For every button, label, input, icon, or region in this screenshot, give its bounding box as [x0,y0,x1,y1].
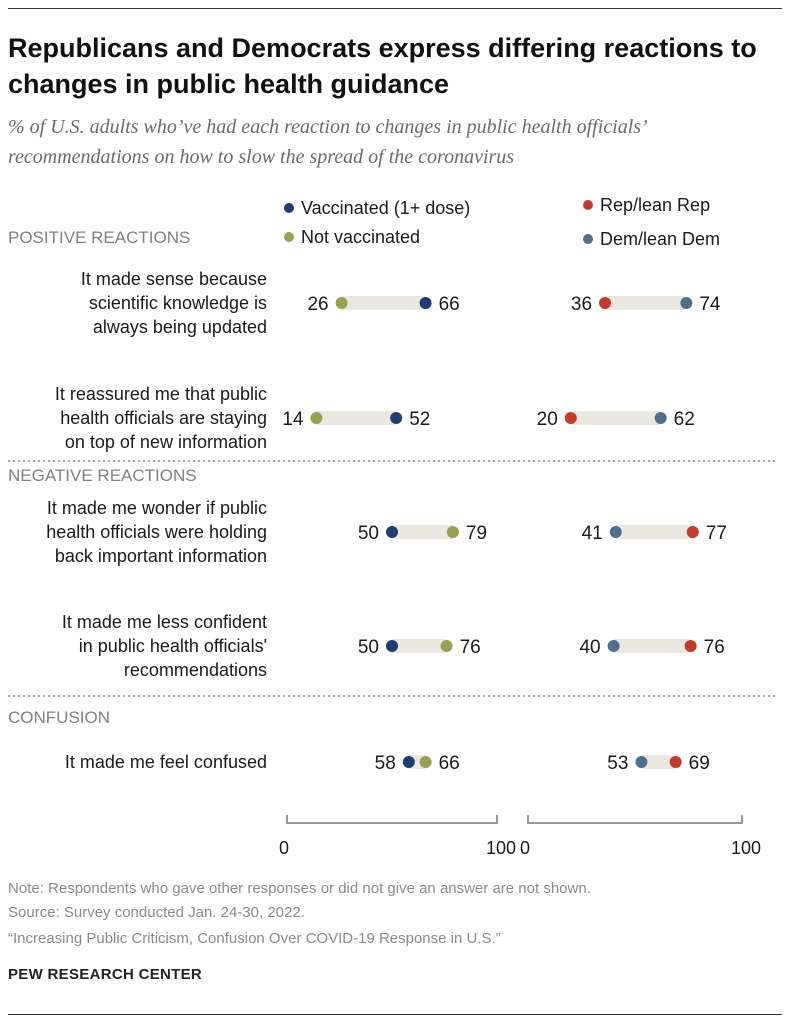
value-label-rep: 69 [689,753,710,774]
chart-title: Republicans and Democrats express differ… [8,33,757,99]
dot-vaccinated [419,297,432,309]
dot-vaccinated [402,756,415,768]
row-label-line: health officials are staying [60,408,267,428]
chart-subtitle: % of U.S. adults who’ve had each reactio… [8,116,646,168]
report-title: “Increasing Public Criticism, Confusion … [8,930,501,947]
legend-label-dem: Dem/lean Dem [600,229,720,249]
dot-rep [564,412,577,424]
dot-vaccinated [386,640,398,652]
value-label-vaccinated: 50 [358,637,379,658]
value-label-rep: 36 [571,294,592,315]
dot-rep [686,526,699,538]
source-note: Source: Survey conducted Jan. 24-30, 202… [8,904,305,921]
dot-rep [669,756,682,768]
value-label-not_vaccinated: 79 [466,523,487,544]
row-label-line: on top of new information [65,432,267,452]
legend-marker-dem [583,234,593,244]
dot-not_vaccinated [446,526,459,538]
row-label-line: health officials were holding [46,522,267,542]
legend-marker-rep [583,200,593,210]
row-label-line: back important information [55,546,267,566]
axis-tick-label: 100 [731,838,761,858]
row-label-line: recommendations [124,660,267,680]
value-label-dem: 74 [699,294,721,315]
row-label-line: It made me wonder if public [47,498,267,518]
dot-vaccinated [390,412,403,424]
legend-label-not_vaccinated: Not vaccinated [301,227,420,247]
row-label-line: It made me less confident [62,612,267,632]
dot-dem [680,297,693,309]
row-label-line: It made sense because [81,269,267,289]
legend-label-rep: Rep/lean Rep [600,195,710,215]
value-label-rep: 20 [537,409,558,430]
value-label-rep: 76 [704,637,725,658]
section-title: CONFUSION [8,708,110,727]
legend-marker-not_vaccinated [284,232,294,242]
section-title: POSITIVE REACTIONS [8,228,190,247]
section-title: NEGATIVE REACTIONS [8,466,197,485]
value-label-dem: 41 [582,523,603,544]
value-label-vaccinated: 66 [439,294,460,315]
row-label-line: in public health officials' [79,636,267,656]
axis-tick-label: 0 [279,838,289,858]
dot-dem [654,412,667,424]
row-label-line: It made me feel confused [65,752,267,772]
bottom-rule [8,1014,782,1015]
axis-tick-label: 0 [520,838,530,858]
dot-vaccinated [386,526,398,538]
dot-dem [607,640,620,652]
dot-not_vaccinated [419,756,432,768]
legend-label-vaccinated: Vaccinated (1+ dose) [301,198,470,218]
dot-dem [609,526,622,538]
value-label-vaccinated: 52 [409,409,430,430]
dot-rep [599,297,612,309]
value-label-rep: 77 [706,523,727,544]
organization-name: PEW RESEARCH CENTER [8,966,203,983]
dot-not_vaccinated [335,297,348,309]
row-label-line: always being updated [93,317,267,337]
axis-bracket [286,815,498,824]
axis-tick-label: 100 [486,838,516,858]
dot-not_vaccinated [440,640,453,652]
footnote: Note: Respondents who gave other respons… [8,880,591,897]
legend-marker-vaccinated [284,203,294,213]
value-label-not_vaccinated: 66 [439,753,460,774]
row-label-line: scientific knowledge is [89,293,267,313]
dot-dem [635,756,648,768]
top-rule [8,8,782,9]
value-label-not_vaccinated: 14 [282,409,304,430]
dot-not_vaccinated [310,412,323,424]
value-label-not_vaccinated: 76 [460,637,481,658]
row-label-line: It reassured me that public [55,384,267,404]
dot-plot-chart: Vaccinated (1+ dose) Not vaccinated Rep/le… [8,195,776,858]
value-label-dem: 53 [607,753,628,774]
value-label-vaccinated: 50 [358,523,379,544]
axis-bracket [527,815,743,824]
value-label-dem: 40 [579,637,600,658]
value-label-vaccinated: 58 [375,753,396,774]
value-label-dem: 62 [674,409,695,430]
dot-rep [684,640,697,652]
value-label-not_vaccinated: 26 [307,294,328,315]
